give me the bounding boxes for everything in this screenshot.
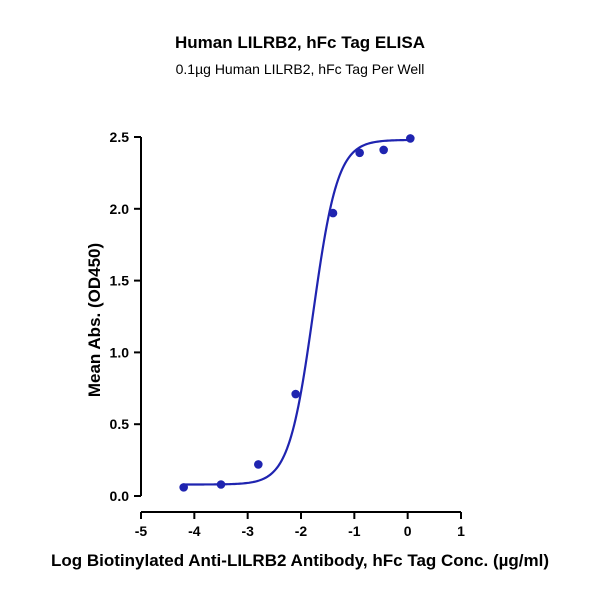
x-ticks: -5 -4 -3 -2 -1 0 1 xyxy=(135,512,465,539)
y-axis-title: Mean Abs. (OD450) xyxy=(85,243,104,397)
data-point xyxy=(291,389,300,399)
fit-curve xyxy=(183,138,411,486)
data-point xyxy=(254,460,263,469)
data-point xyxy=(406,134,415,143)
axes xyxy=(140,137,461,513)
y-tick-label: 0.0 xyxy=(110,488,130,504)
y-tick-label: 1.5 xyxy=(110,273,130,289)
y-tick-label: 2.0 xyxy=(110,201,130,217)
data-points xyxy=(179,134,415,492)
x-tick-label: -3 xyxy=(241,523,254,539)
data-point xyxy=(379,145,388,155)
chart-title: Human LILRB2, hFc Tag ELISA xyxy=(175,33,425,52)
x-tick-label: -1 xyxy=(348,523,361,539)
y-tick-label: 0.5 xyxy=(110,416,130,432)
data-point xyxy=(355,148,364,158)
chart-subtitle: 0.1µg Human LILRB2, hFc Tag Per Well xyxy=(176,61,425,77)
x-tick-label: -5 xyxy=(135,523,148,539)
y-tick-label: 1.0 xyxy=(110,344,130,360)
y-ticks: 0.0 0.5 1.0 1.5 2.0 2.5 xyxy=(110,129,141,504)
y-tick-label: 2.5 xyxy=(110,129,130,145)
fit-curve-group xyxy=(183,138,411,486)
data-point xyxy=(179,483,188,492)
x-axis-title: Log Biotinylated Anti-LILRB2 Antibody, h… xyxy=(51,551,549,570)
data-point xyxy=(216,480,226,489)
data-point xyxy=(328,208,338,218)
x-tick-label: -4 xyxy=(188,523,201,539)
x-tick-label: 0 xyxy=(404,523,412,539)
x-tick-label: 1 xyxy=(457,523,465,539)
x-tick-label: -2 xyxy=(295,523,308,539)
